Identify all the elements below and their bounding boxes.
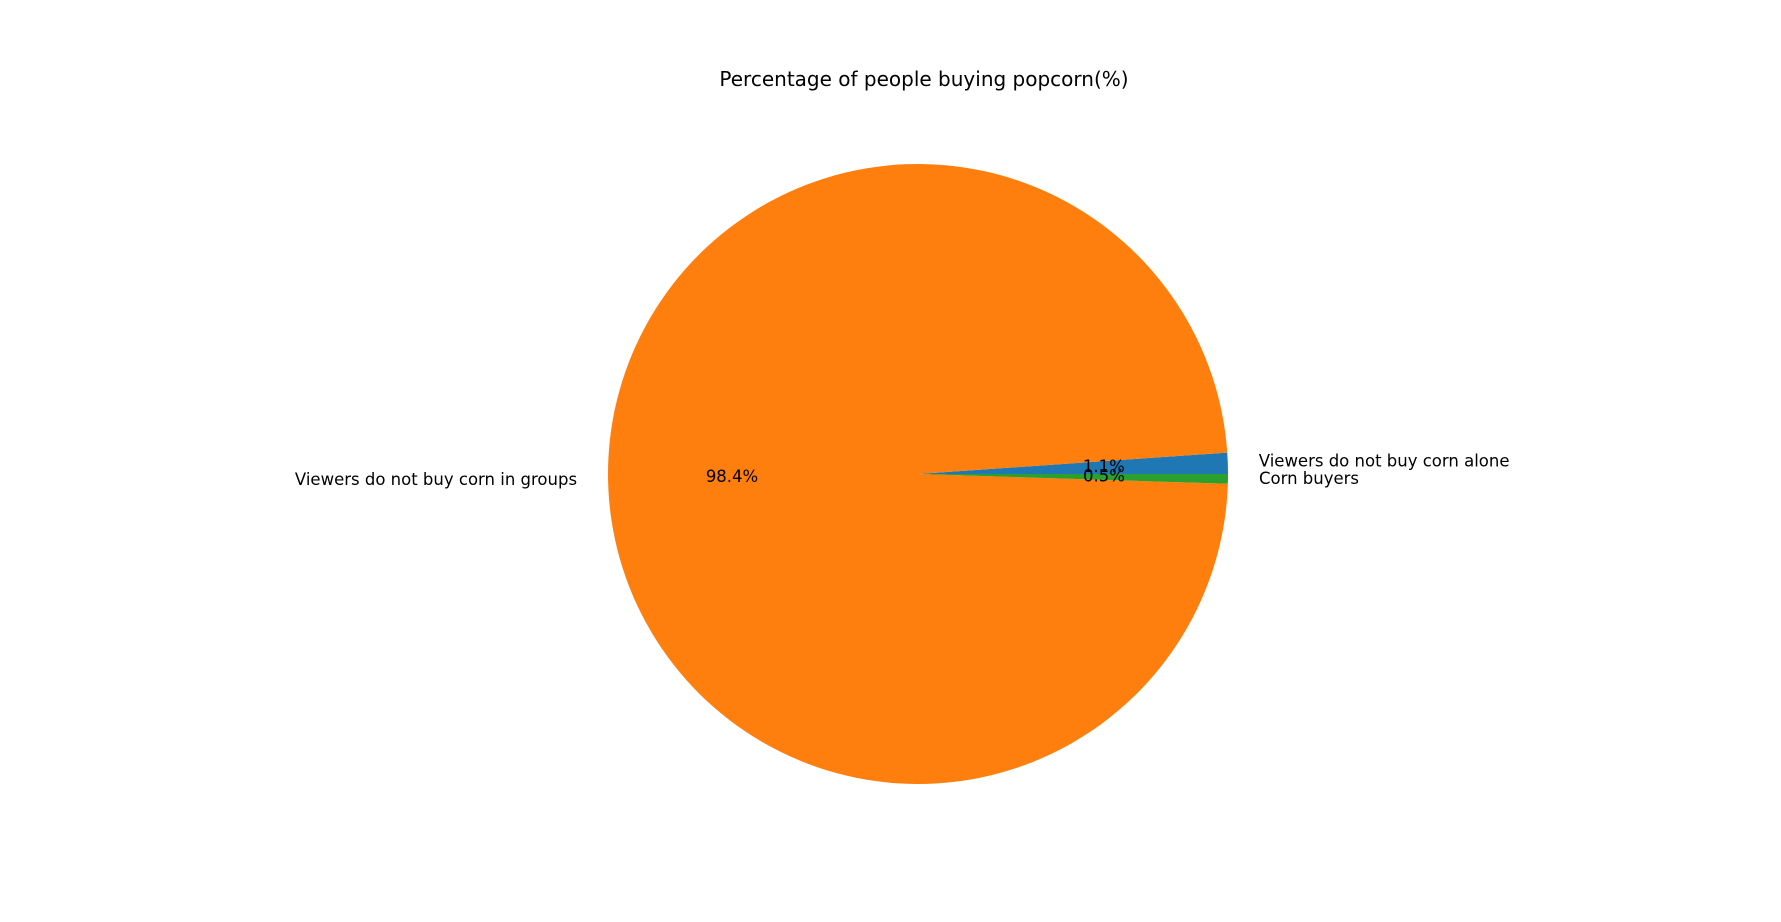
slice-label: Corn buyers bbox=[1259, 469, 1359, 488]
pie-slices bbox=[608, 163, 1228, 784]
pie-slice bbox=[608, 163, 1228, 784]
slice-percentage: 1.1% bbox=[1083, 457, 1125, 476]
slice-label: Viewers do not buy corn alone bbox=[1259, 452, 1510, 471]
slice-percentage: 0.5% bbox=[1083, 466, 1125, 485]
slice-label: Viewers do not buy corn in groups bbox=[295, 470, 577, 489]
pie-slice bbox=[918, 452, 1228, 474]
slice-percentage: 98.4% bbox=[706, 467, 758, 486]
pie-slice bbox=[918, 474, 1228, 484]
pie-labels: Viewers do not buy corn alone 1.1% Viewers… bbox=[295, 452, 1510, 489]
chart-title: Percentage of people buying popcorn(%) bbox=[719, 67, 1128, 91]
